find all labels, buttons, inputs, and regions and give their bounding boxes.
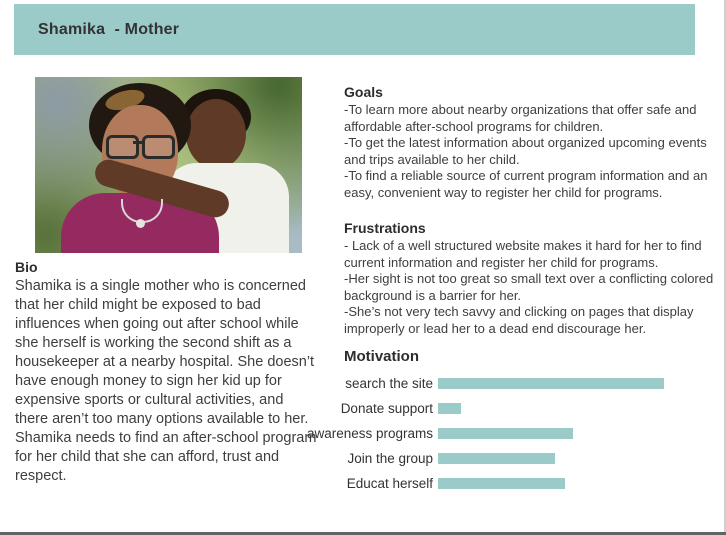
chart-row: Donate support <box>300 396 720 421</box>
chart-bar <box>438 428 573 439</box>
chart-row: Educat herself <box>300 471 720 496</box>
chart-category-label: search the site <box>345 376 433 391</box>
chart-category-label: Donate support <box>340 401 433 416</box>
necklace-heart-pendant <box>136 219 145 228</box>
goal-item: -To get the latest information about org… <box>344 135 707 167</box>
chart-row: awareness programs <box>300 421 720 446</box>
frustrations-section: Frustrations - Lack of a well structured… <box>344 220 724 337</box>
persona-title: Shamika - Mother <box>38 20 180 38</box>
persona-header: Shamika - Mother <box>14 4 695 55</box>
frustration-item: - Lack of a well structured website make… <box>344 238 702 270</box>
persona-photo <box>35 77 302 253</box>
goals-list: -To learn more about nearby organization… <box>344 102 724 201</box>
page-bottom-border <box>0 532 726 535</box>
chart-category-label: Join the group <box>347 451 433 466</box>
glasses-bridge <box>133 141 143 144</box>
chart-row: search the site <box>300 371 720 396</box>
frustration-item: -She’s not very tech savvy and clicking … <box>344 304 694 336</box>
bio-section: Bio Shamika is a single mother who is co… <box>15 259 320 486</box>
chart-bar <box>438 378 664 389</box>
frustrations-heading: Frustrations <box>344 220 426 236</box>
son-face <box>186 99 246 169</box>
chart-bar <box>438 478 565 489</box>
motivation-chart: search the site Donate support awareness p… <box>300 371 720 496</box>
chart-category-label: Educat herself <box>346 476 433 491</box>
bio-text: Shamika is a single mother who is concer… <box>15 278 317 484</box>
frustration-item: -Her sight is not too great so small tex… <box>344 271 714 303</box>
glasses-right-lens <box>142 135 175 159</box>
goal-item: -To learn more about nearby organization… <box>344 102 697 134</box>
chart-category-label: awareness programs <box>306 426 433 441</box>
bio-heading: Bio <box>15 259 38 275</box>
goals-section: Goals -To learn more about nearby organi… <box>344 84 724 201</box>
glasses-left-lens <box>106 135 139 159</box>
chart-row: Join the group <box>300 446 720 471</box>
page-right-border <box>724 0 726 535</box>
chart-bar <box>438 453 555 464</box>
motivation-heading: Motivation <box>344 348 419 365</box>
frustrations-list: - Lack of a well structured website make… <box>344 238 724 337</box>
goal-item: -To find a reliable source of current pr… <box>344 168 708 200</box>
chart-bar <box>438 403 461 414</box>
goals-heading: Goals <box>344 84 383 100</box>
